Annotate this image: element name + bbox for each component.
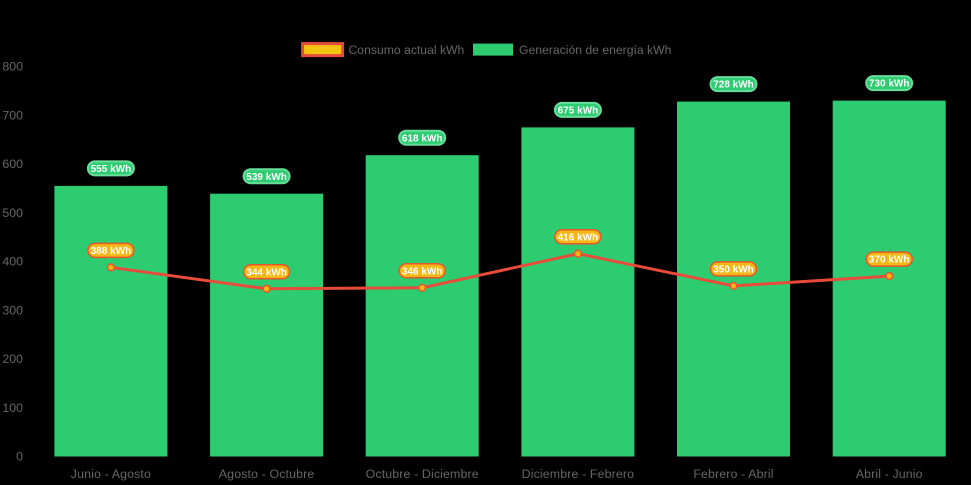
svg-text:730 kWh: 730 kWh — [869, 79, 910, 90]
svg-text:618 kWh: 618 kWh — [402, 133, 443, 144]
svg-text:Octubre - Diciembre: Octubre - Diciembre — [366, 467, 479, 481]
svg-text:400: 400 — [2, 255, 23, 269]
svg-text:728 kWh: 728 kWh — [713, 80, 754, 91]
svg-text:Abril - Junio: Abril - Junio — [856, 467, 923, 481]
svg-text:0: 0 — [16, 450, 23, 464]
svg-text:Generación de energía kWh: Generación de energía kWh — [519, 43, 671, 57]
svg-text:555 kWh: 555 kWh — [91, 164, 132, 175]
svg-text:Junio - Agosto: Junio - Agosto — [71, 467, 151, 481]
svg-text:Agosto - Octubre: Agosto - Octubre — [219, 467, 315, 481]
svg-text:Febrero - Abril: Febrero - Abril — [693, 467, 773, 481]
svg-text:200: 200 — [2, 352, 23, 366]
svg-text:675 kWh: 675 kWh — [558, 106, 599, 117]
svg-text:344 kWh: 344 kWh — [246, 267, 287, 278]
svg-text:346 kWh: 346 kWh — [402, 266, 443, 277]
svg-text:416 kWh: 416 kWh — [558, 232, 599, 243]
svg-text:539 kWh: 539 kWh — [246, 172, 287, 183]
svg-text:300: 300 — [2, 303, 23, 317]
svg-text:Consumo actual kWh: Consumo actual kWh — [349, 43, 465, 57]
svg-text:350 kWh: 350 kWh — [713, 265, 754, 276]
svg-text:Diciembre - Febrero: Diciembre - Febrero — [522, 467, 634, 481]
svg-text:800: 800 — [2, 60, 23, 74]
svg-text:370 kWh: 370 kWh — [869, 255, 910, 266]
svg-text:388 kWh: 388 kWh — [91, 246, 132, 257]
svg-text:100: 100 — [2, 401, 23, 415]
svg-text:700: 700 — [2, 109, 23, 123]
svg-text:600: 600 — [2, 157, 23, 171]
svg-text:500: 500 — [2, 206, 23, 220]
